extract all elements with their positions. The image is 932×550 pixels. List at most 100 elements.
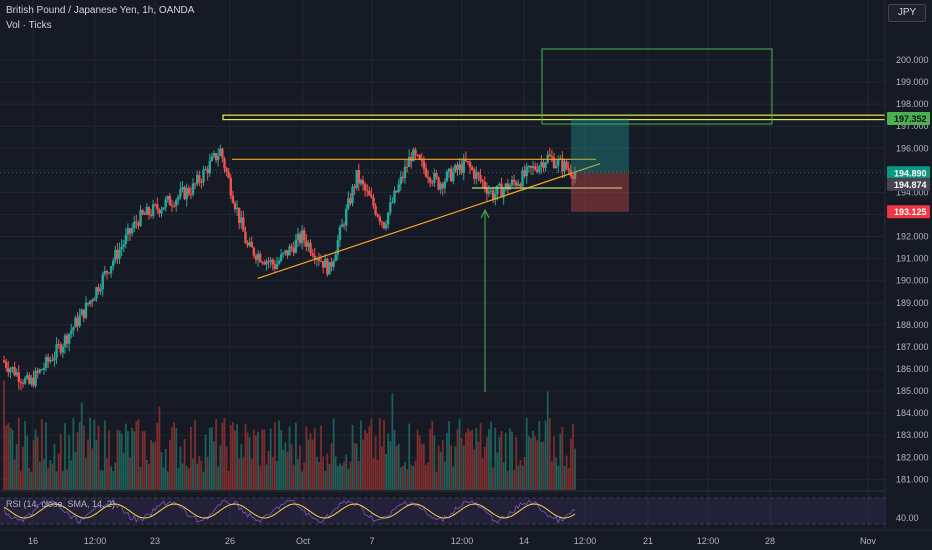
- volume-bar: [542, 441, 545, 490]
- volume-bar: [288, 426, 291, 490]
- volume-bar: [30, 471, 33, 490]
- candle-body: [181, 187, 184, 190]
- time-tick-label: 12:00: [574, 536, 597, 546]
- candle-body: [91, 300, 94, 302]
- candle-body: [288, 246, 291, 256]
- volume-bar: [53, 443, 56, 490]
- volume-bar: [173, 422, 176, 490]
- candle-body: [445, 171, 449, 182]
- candle-body: [149, 214, 153, 216]
- candle-body: [554, 165, 558, 168]
- volume-bar: [185, 466, 188, 490]
- candle-body: [30, 377, 33, 384]
- price-tick-label: 187.000: [896, 342, 929, 352]
- volume-bar: [364, 429, 367, 490]
- volume-bar: [158, 406, 161, 490]
- candle-body: [99, 289, 102, 292]
- volume-bar: [271, 457, 274, 490]
- candle-body: [208, 160, 211, 174]
- candle-body: [237, 207, 241, 223]
- candle-body: [118, 249, 121, 259]
- volume-bar: [435, 471, 438, 490]
- candle-body: [481, 180, 484, 182]
- candle-body: [479, 175, 482, 181]
- candle-body: [185, 188, 188, 200]
- candle-body: [517, 184, 520, 186]
- candle-body: [426, 176, 430, 179]
- candle-body: [212, 153, 216, 157]
- volume-bar: [572, 424, 574, 490]
- volume-bar: [414, 460, 417, 490]
- volume-bar: [139, 466, 142, 490]
- volume-bar: [305, 426, 308, 490]
- candle-body: [376, 214, 379, 217]
- candle-body: [248, 242, 251, 246]
- volume-bar: [103, 420, 106, 490]
- volume-bar: [177, 468, 180, 490]
- volume-bar: [525, 417, 528, 490]
- volume-bar: [353, 442, 356, 490]
- volume-bar: [517, 465, 520, 490]
- candle-body: [407, 156, 411, 168]
- candle-body: [454, 164, 457, 172]
- candle-body: [82, 309, 86, 319]
- volume-bar: [64, 423, 66, 490]
- volume-bar: [443, 461, 446, 490]
- volume-bar: [137, 419, 140, 490]
- volume-bar: [546, 391, 549, 490]
- candle-body: [525, 166, 528, 177]
- volume-bar: [320, 425, 322, 490]
- volume-bar: [240, 443, 243, 490]
- candle-body: [309, 242, 312, 254]
- volume-bar: [343, 461, 346, 490]
- candle-body: [550, 156, 554, 158]
- candle-body: [147, 207, 151, 215]
- candle-body: [363, 184, 367, 191]
- candle-body: [133, 221, 136, 229]
- candle-body: [78, 315, 81, 327]
- candle-body: [485, 188, 489, 194]
- candle-body: [128, 228, 132, 234]
- candle-body: [418, 155, 421, 160]
- volume-bar: [292, 464, 295, 490]
- volume-bar: [127, 430, 129, 490]
- candle-body: [162, 207, 165, 210]
- volume-bar: [471, 429, 474, 490]
- candle-body: [107, 272, 111, 274]
- volume-bar: [234, 430, 236, 490]
- volume-bar: [521, 465, 524, 490]
- candle-body: [193, 183, 197, 185]
- volume-bar: [425, 464, 427, 490]
- volume-bar: [280, 430, 283, 490]
- candle-body: [487, 191, 491, 194]
- ascending-trendline: [257, 163, 601, 280]
- volume-bar: [154, 441, 157, 490]
- rsi-axis-label: 40.00: [896, 513, 919, 523]
- candle-body: [242, 217, 245, 232]
- volume-bar: [91, 448, 94, 490]
- candle-body: [324, 258, 327, 268]
- candle-body: [422, 160, 426, 169]
- volume-bar: [133, 431, 136, 490]
- candle-body: [97, 287, 100, 292]
- volume-bar: [236, 424, 238, 490]
- candle-body: [273, 264, 277, 270]
- candle-body: [342, 224, 346, 226]
- time-tick-label: 12:00: [84, 536, 107, 546]
- volume-bar: [215, 419, 217, 490]
- volume-bar: [393, 429, 396, 490]
- candle-body: [263, 262, 266, 265]
- volume-bar: [332, 418, 335, 490]
- candle-body: [336, 240, 340, 255]
- candle-body: [489, 190, 493, 192]
- volume-bar: [450, 445, 453, 490]
- price-tick-label: 184.000: [896, 408, 929, 418]
- currency-button[interactable]: JPY: [888, 4, 926, 22]
- volume-bar: [341, 465, 343, 490]
- volume-bar: [410, 464, 413, 490]
- time-tick-label: 16: [28, 536, 38, 546]
- rsi-sma-line: [3, 503, 576, 519]
- candle-body: [88, 300, 92, 305]
- volume-bar: [24, 420, 26, 490]
